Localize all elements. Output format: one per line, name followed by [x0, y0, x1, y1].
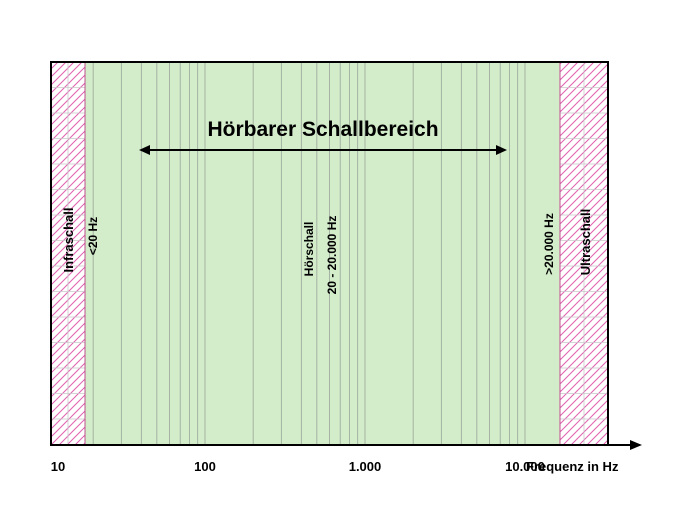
x-axis-arrowhead [630, 440, 642, 450]
range-arrowhead-left [139, 145, 150, 155]
range-arrowhead-right [496, 145, 507, 155]
audible-zone [85, 62, 560, 445]
diagram-title: Hörbarer Schallbereich [207, 118, 438, 141]
x-tick-label: 10 [51, 459, 65, 474]
audible-range-label: 20 - 20.000 Hz [325, 216, 339, 295]
x-tick-label: 10.000 [505, 459, 545, 474]
x-axis-ticks: 10 100 1.000 10.000 [51, 459, 545, 474]
ultrasound-label: Ultraschall [578, 209, 593, 275]
ultrasound-range-label: >20.000 Hz [542, 213, 556, 275]
x-tick-label: 100 [194, 459, 216, 474]
ultrasound-grid [560, 62, 608, 445]
infrasound-zone [52, 62, 85, 445]
audible-label: Hörschall [302, 222, 316, 277]
infrasound-label: Infraschall [61, 207, 76, 272]
infrasound-range-label: <20 Hz [86, 217, 100, 255]
x-axis-unit-label: Frequenz in Hz [526, 459, 619, 474]
x-tick-label: 1.000 [349, 459, 382, 474]
frequency-gridlines [92, 62, 526, 445]
